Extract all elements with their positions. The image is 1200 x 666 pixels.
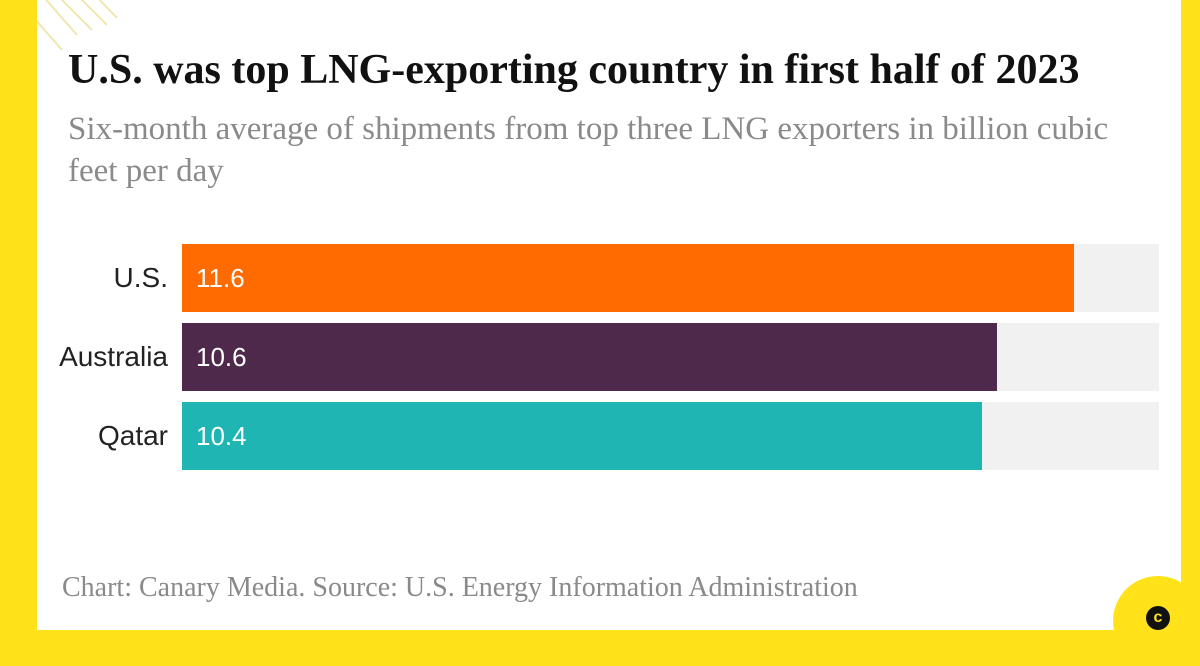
bar-track-australia: 10.6 [182, 323, 1159, 391]
value-label-australia: 10.6 [196, 342, 247, 372]
chart-title: U.S. was top LNG-exporting country in fi… [68, 47, 1080, 93]
bar-australia: 10.6 [182, 323, 998, 391]
bar-qatar: 10.4 [182, 402, 983, 470]
chart-subtitle: Six-month average of shipments from top … [68, 111, 1109, 189]
bar-u-s: 11.6 [182, 244, 1075, 312]
value-label-qatar: 10.4 [196, 421, 247, 451]
logo-letter: c [1146, 606, 1170, 630]
chart-card: U.S. was top LNG-exporting country in fi… [37, 0, 1181, 630]
bar-track-qatar: 10.4 [182, 402, 1159, 470]
category-label-qatar: Qatar [97, 420, 168, 451]
bar-track-u-s: 11.6 [182, 244, 1159, 312]
bar-plot-area: U.S. 11.6 Australia 10.6 Qatar 10.4 [37, 240, 1181, 480]
value-label-u-s: 11.6 [196, 263, 245, 293]
category-label-australia: Australia [59, 341, 168, 372]
canary-media-logo-icon: c [1113, 576, 1200, 666]
category-label-u-s: U.S. [113, 262, 168, 293]
source-note: Chart: Canary Media. Source: U.S. Energy… [62, 572, 858, 603]
